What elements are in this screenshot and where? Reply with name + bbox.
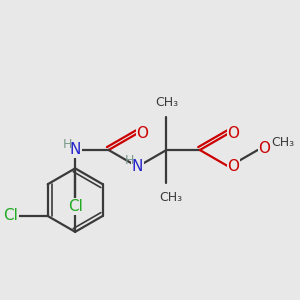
Text: O: O [228,159,240,174]
Text: H: H [125,154,135,167]
Text: Cl: Cl [68,199,82,214]
Text: CH₃: CH₃ [271,136,294,149]
Text: O: O [228,126,240,141]
Text: N: N [70,142,81,158]
Text: H: H [63,138,72,151]
Text: CH₃: CH₃ [160,191,183,204]
Text: O: O [258,141,270,156]
Text: N: N [132,159,143,174]
Text: CH₃: CH₃ [155,96,178,109]
Text: O: O [136,126,148,141]
Text: Cl: Cl [3,208,18,224]
